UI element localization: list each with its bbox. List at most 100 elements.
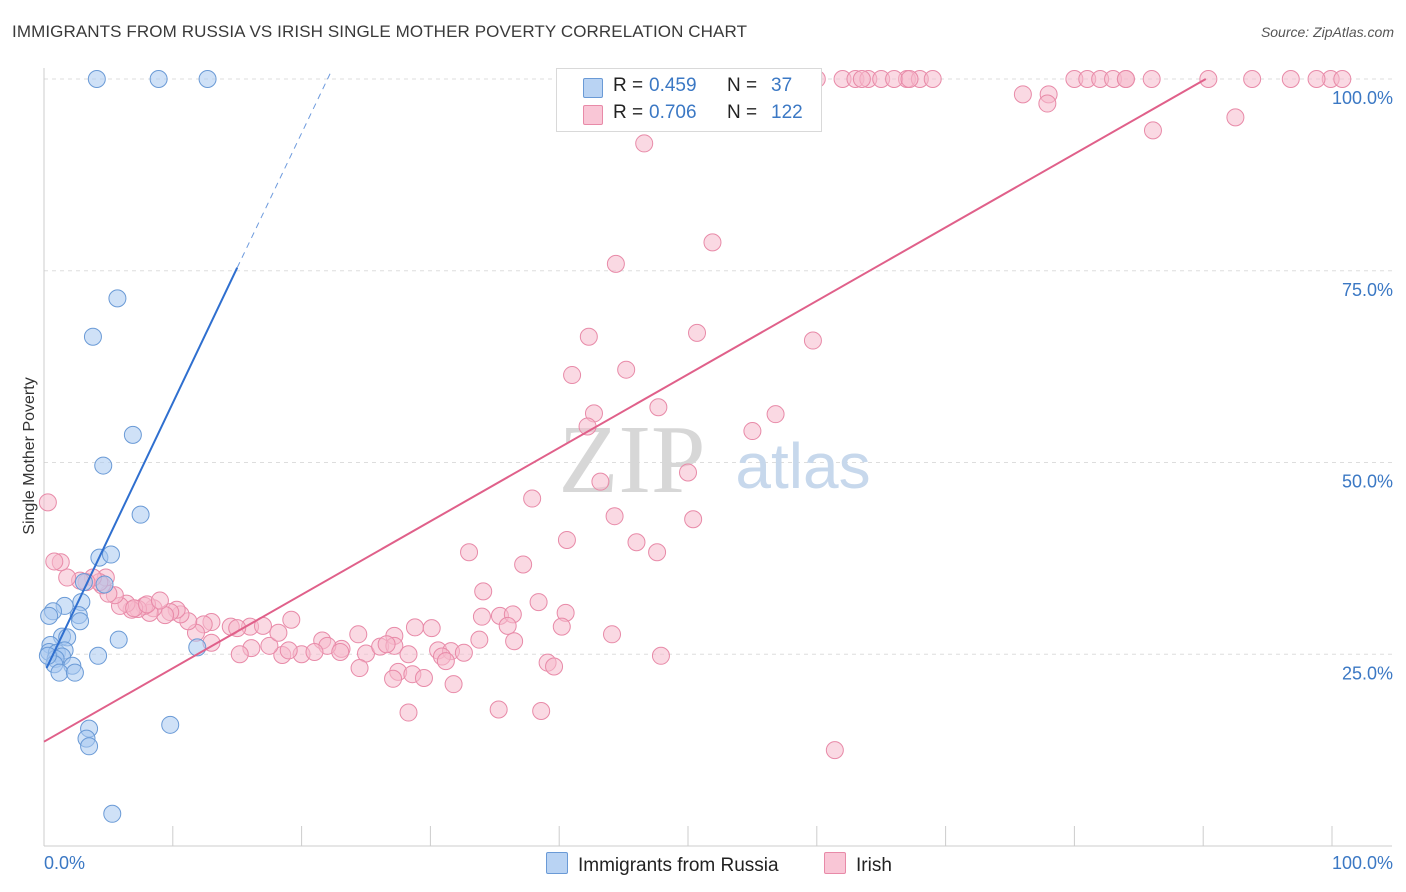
n-label: N =: [727, 75, 758, 96]
irish-point: [505, 632, 524, 651]
irish-point: [627, 533, 646, 552]
irish-point: [635, 134, 654, 153]
stats-legend: R = 0.459 N = 37 R = 0.706 N = 122: [556, 68, 822, 132]
russia-point: [40, 606, 59, 625]
x-tick-label-right: 100.0%: [1332, 853, 1393, 873]
irish-point: [45, 552, 64, 571]
watermark-atlas: atlas: [735, 430, 870, 502]
n-label: N =: [727, 102, 758, 123]
irish-point: [529, 593, 548, 612]
russia-point: [50, 663, 69, 682]
irish-point: [489, 700, 508, 719]
irish-point: [454, 643, 473, 662]
irish-point: [923, 70, 942, 88]
irish-point: [648, 543, 667, 562]
irish-point: [1199, 70, 1218, 88]
irish-point: [331, 642, 350, 661]
irish-point: [803, 331, 822, 350]
irish-point: [436, 652, 455, 671]
russia-trendline-extension: [236, 71, 332, 268]
irish-point: [1307, 70, 1326, 88]
irish-point: [552, 617, 571, 636]
russia-point: [101, 545, 120, 564]
irish-point: [470, 630, 489, 649]
x-tick-label-left: 0.0%: [44, 853, 85, 873]
irish-point: [58, 568, 77, 587]
irish-point: [557, 530, 576, 549]
r-label: R =: [613, 102, 644, 123]
russia-point: [198, 70, 217, 88]
irish-point: [606, 254, 625, 273]
irish-point: [617, 360, 636, 379]
russia-r-value: 0.459: [649, 75, 697, 96]
irish-point: [377, 635, 396, 654]
irish-point: [766, 405, 785, 424]
russia-point: [71, 612, 90, 631]
irish-point: [688, 323, 707, 342]
y-tick-label-100: 100.0%: [1332, 88, 1393, 108]
irish-point: [269, 623, 288, 642]
irish-point: [460, 543, 479, 562]
russia-point: [89, 646, 108, 665]
irish-point: [684, 510, 703, 529]
irish-point: [399, 645, 418, 664]
irish-point: [444, 675, 463, 694]
irish-swatch: [824, 852, 846, 874]
irish-point: [422, 619, 441, 638]
russia-point: [109, 630, 128, 649]
y-tick-label-75: 75.0%: [1342, 280, 1393, 300]
russia-n-value: 37: [771, 75, 793, 96]
irish-point: [350, 659, 369, 678]
y-tick-label-50: 50.0%: [1342, 472, 1393, 492]
bottom-legend-irish[interactable]: Irish: [824, 852, 892, 877]
irish-point: [514, 555, 533, 574]
irish-point: [1142, 70, 1161, 88]
irish-point: [900, 70, 919, 88]
russia-point: [38, 646, 57, 665]
irish-r-value: 0.706: [649, 102, 697, 123]
irish-point: [305, 642, 324, 661]
irish-point: [230, 645, 249, 664]
irish-point: [279, 641, 298, 660]
russia-point: [95, 575, 114, 594]
russia-point: [80, 737, 99, 756]
russia-trendline: [45, 267, 239, 669]
bottom-legend-russia-label: Immigrants from Russia: [578, 855, 779, 876]
irish-point: [603, 625, 622, 644]
russia-point: [161, 715, 180, 734]
irish-point: [563, 366, 582, 385]
irish-point: [545, 657, 564, 676]
irish-point: [405, 618, 424, 637]
russia-point: [94, 456, 113, 475]
irish-point: [649, 398, 668, 417]
r-label: R =: [613, 75, 644, 96]
chart-title: IMMIGRANTS FROM RUSSIA VS IRISH SINGLE M…: [12, 22, 748, 41]
irish-point: [743, 422, 762, 441]
russia-swatch: [583, 78, 603, 98]
irish-point: [532, 702, 551, 721]
source-credit: Source: ZipAtlas.com: [1260, 24, 1394, 40]
irish-point: [38, 493, 57, 512]
irish-point: [1243, 70, 1262, 88]
irish-point: [349, 625, 368, 644]
irish-point: [472, 607, 491, 626]
gridlines: [44, 78, 1392, 655]
irish-point: [260, 636, 279, 655]
irish-n-value: 122: [771, 102, 803, 123]
irish-point: [1143, 121, 1162, 140]
irish-point: [825, 741, 844, 760]
russia-point: [149, 70, 168, 88]
irish-point: [1333, 70, 1352, 88]
russia-points: [38, 70, 217, 823]
irish-trendline: [43, 78, 1207, 743]
russia-point: [83, 327, 102, 346]
bottom-legend-russia[interactable]: Immigrants from Russia: [546, 852, 779, 877]
irish-point: [282, 610, 301, 629]
irish-point: [498, 616, 517, 635]
y-tick-label-25: 25.0%: [1342, 663, 1393, 683]
irish-point: [523, 489, 542, 508]
axes: [43, 68, 1392, 847]
irish-point: [1226, 108, 1245, 127]
irish-point: [852, 70, 871, 88]
irish-point: [384, 669, 403, 688]
